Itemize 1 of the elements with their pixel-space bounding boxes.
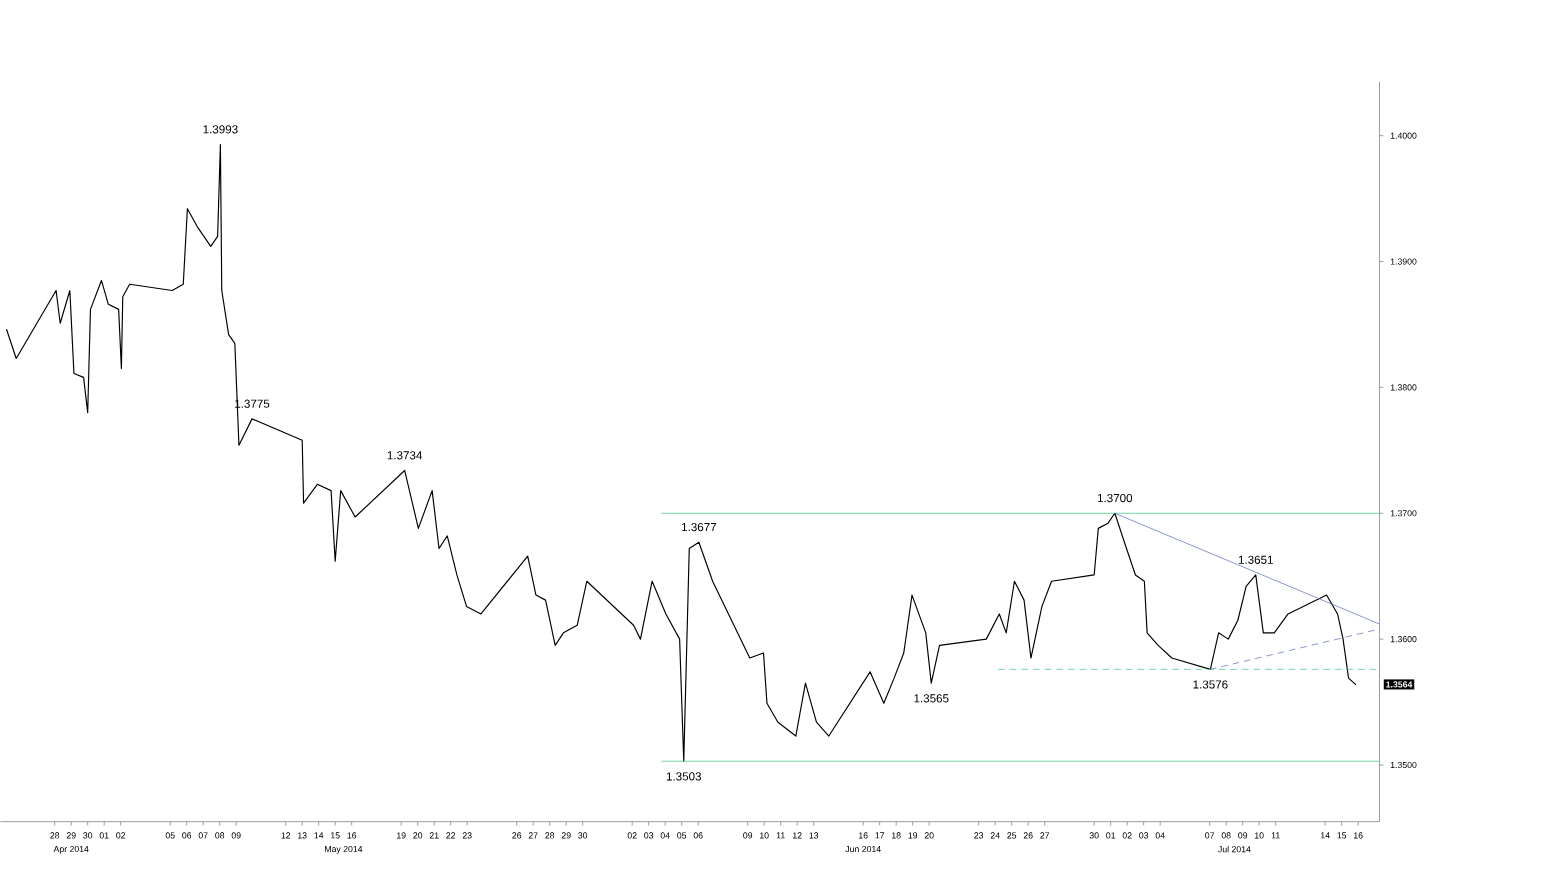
line-series [6, 144, 1357, 763]
